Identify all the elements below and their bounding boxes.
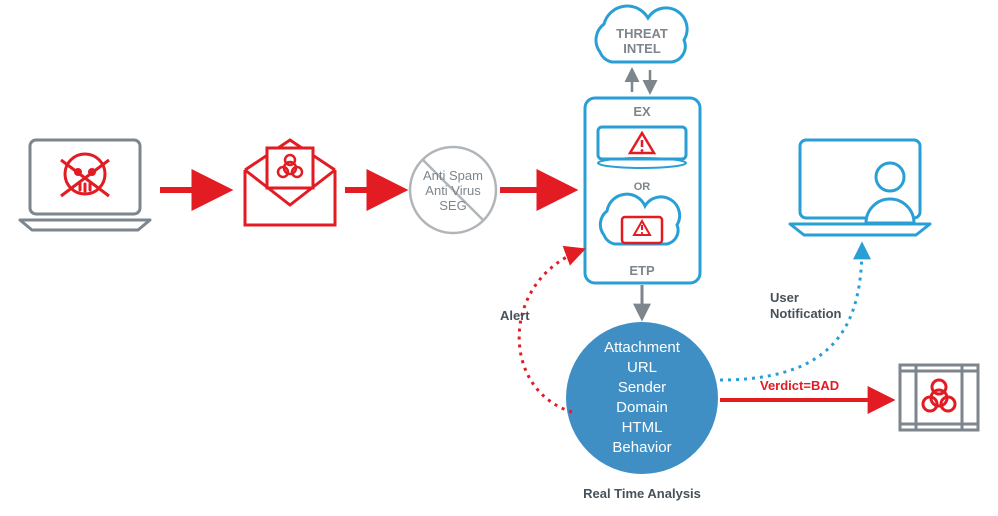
seg-text-2: Anti Virus [425, 183, 481, 198]
analysis-line-4: HTML [622, 419, 663, 436]
threat-flow-diagram: Anti Spam Anti Virus SEG THREAT INTEL EX… [0, 0, 998, 516]
threat-intel-text-1: THREAT [616, 26, 668, 41]
user-laptop-icon [790, 140, 930, 235]
verdict-label: Verdict=BAD [760, 378, 839, 393]
seg-text-1: Anti Spam [423, 168, 483, 183]
analysis-line-0: Attachment [604, 339, 681, 356]
quarantine-icon [900, 365, 978, 430]
ex-etp-box: EX OR ETP [585, 98, 700, 283]
threat-intel-text-2: INTEL [623, 41, 661, 56]
ex-label: EX [633, 104, 651, 119]
analysis-node: Attachment URL Sender Domain HTML Behavi… [566, 322, 718, 474]
alert-label: Alert [500, 308, 530, 323]
user-notif-l2: Notification [770, 306, 842, 321]
infected-laptop-icon [20, 140, 150, 230]
etp-label: ETP [629, 263, 655, 278]
analysis-line-1: URL [627, 359, 657, 376]
threat-intel-cloud-icon: THREAT INTEL [596, 6, 687, 62]
or-label: OR [634, 181, 651, 193]
analysis-caption: Real Time Analysis [583, 486, 701, 501]
analysis-line-2: Sender [618, 379, 666, 396]
seg-bypass-icon: Anti Spam Anti Virus SEG [410, 147, 496, 233]
analysis-line-3: Domain [616, 399, 668, 416]
seg-text-3: SEG [439, 198, 466, 213]
analysis-line-5: Behavior [612, 439, 671, 456]
user-notif-l1: User [770, 290, 799, 305]
malicious-email-icon [245, 140, 335, 225]
